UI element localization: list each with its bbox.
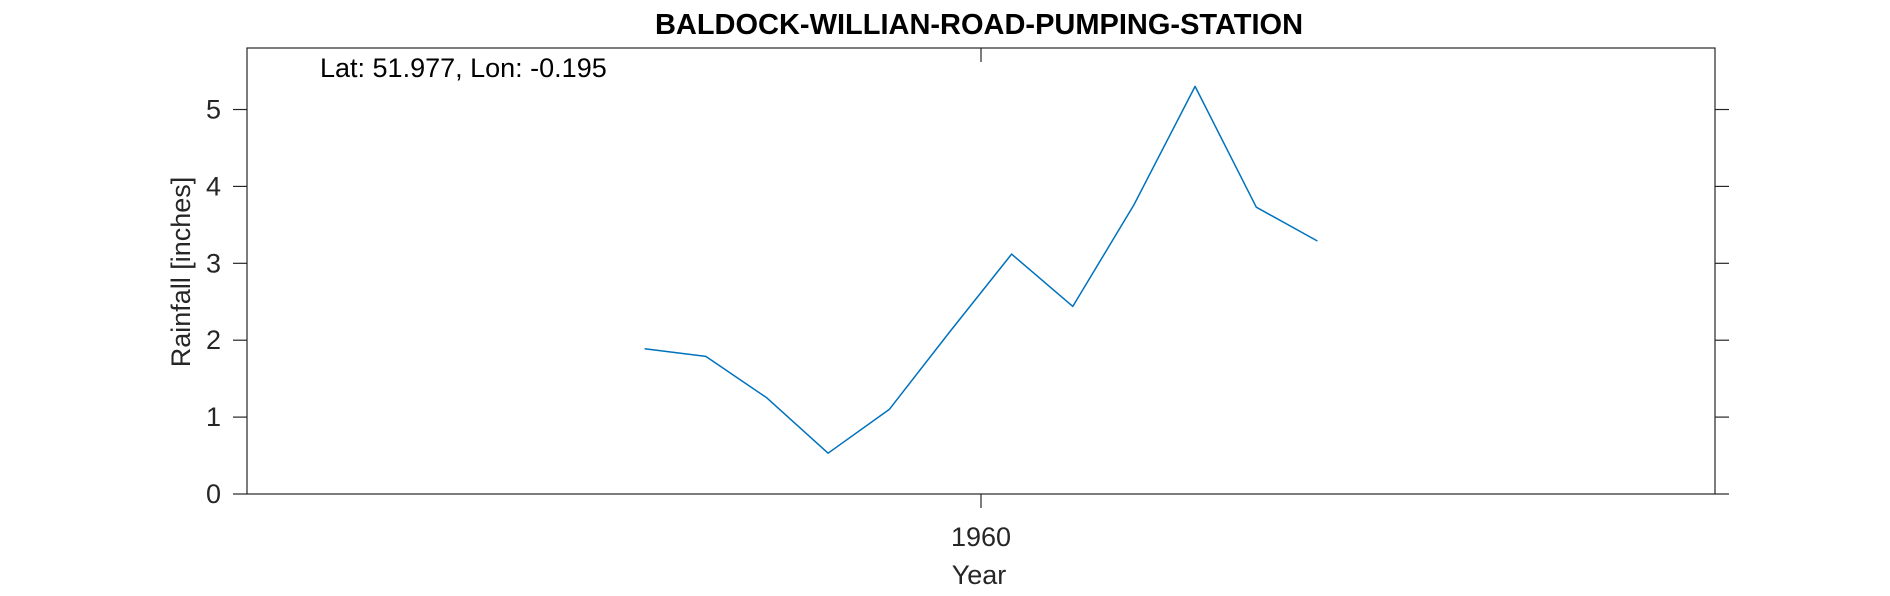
y-tick-label: 3 (206, 248, 221, 278)
plot-area: 0 1 2 3 4 5 1960 (206, 47, 1729, 552)
y-tick-label: 1 (206, 402, 221, 432)
x-tick-label: 1960 (951, 522, 1011, 552)
plot-frame (246, 47, 1716, 495)
y-tick-label: 4 (206, 171, 221, 201)
y-tick-label: 0 (206, 479, 221, 509)
rainfall-series-line (644, 85, 1318, 454)
y-tick-label: 5 (206, 95, 221, 125)
station-location-annotation: Lat: 51.977, Lon: -0.195 (320, 53, 607, 83)
y-tick-label: 2 (206, 325, 221, 355)
y-axis-label: Rainfall [inches] (166, 177, 196, 368)
chart-title: BALDOCK-WILLIAN-ROAD-PUMPING-STATION (655, 9, 1303, 41)
x-axis-label: Year (952, 560, 1007, 590)
